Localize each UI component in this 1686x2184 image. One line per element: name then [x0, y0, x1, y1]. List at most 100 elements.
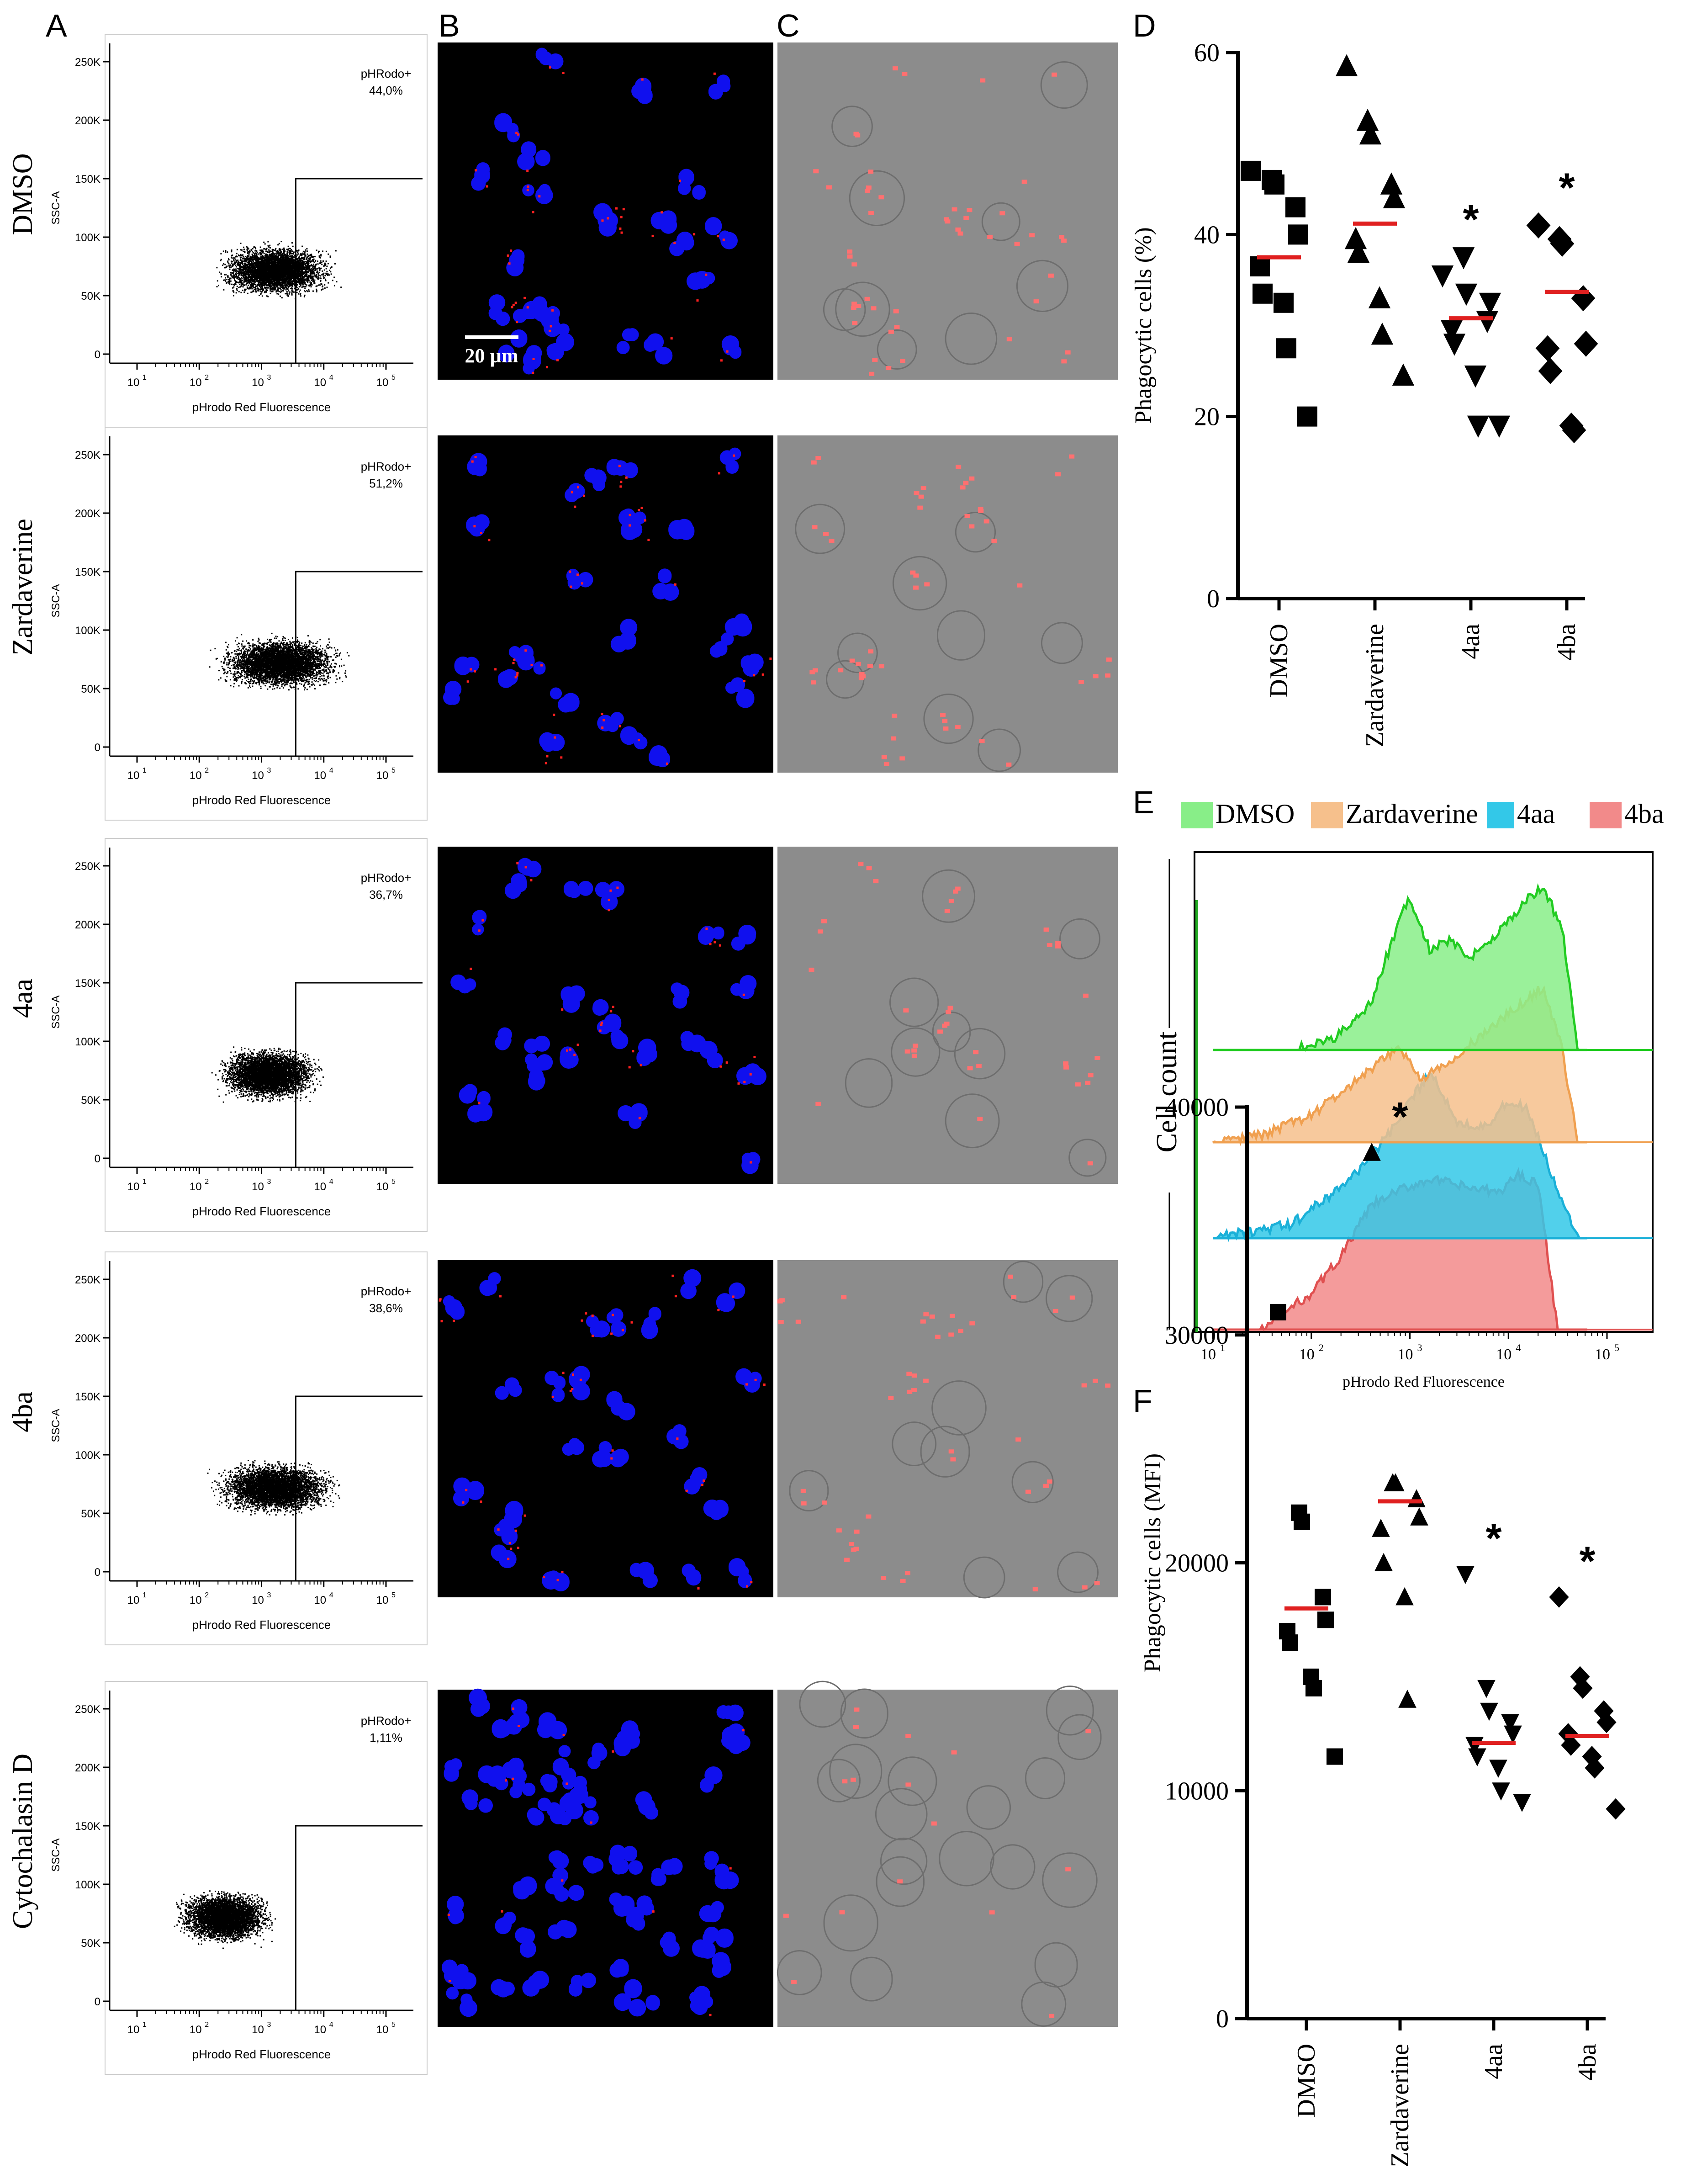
flow-x-tick-label: 10 [190, 2024, 202, 2036]
data-point [1513, 1794, 1531, 1812]
flow-gate-percentage: 44,0% [369, 84, 403, 97]
panel-letter-f: F [1133, 1383, 1152, 1419]
data-point [1347, 240, 1370, 263]
flow-x-tick-label: 10 [314, 1181, 326, 1193]
flow-x-tick-exponent: 2 [205, 1178, 209, 1186]
data-point [1488, 415, 1511, 438]
flow-y-tick-label: 150K [75, 977, 100, 990]
flow-y-tick-label: 200K [75, 919, 100, 931]
data-point [1596, 1712, 1617, 1733]
nuclei-stain [443, 447, 764, 768]
flow-y-tick-label: 0 [95, 1566, 100, 1579]
flow-x-tick-exponent: 3 [267, 2021, 271, 2029]
data-point [1456, 1566, 1475, 1585]
flow-scatter-dots [211, 1046, 324, 1103]
data-point [1526, 212, 1551, 239]
data-point [1274, 292, 1294, 313]
data-point [1535, 335, 1560, 361]
flow-x-tick-exponent: 1 [143, 2021, 147, 2029]
x-tick-label: 10 [1299, 1346, 1315, 1363]
y-axis-label: Phagocytic cells (%) [1131, 227, 1157, 424]
brightfield-image [777, 435, 1118, 773]
flow-scatter-dots [209, 632, 350, 691]
flow-x-tick-label: 10 [127, 769, 140, 782]
flow-scatter-dots [207, 1460, 340, 1516]
data-point [1294, 1513, 1310, 1530]
data-point [1455, 283, 1478, 306]
brightfield-image [777, 42, 1118, 380]
flow-x-axis-label: pHrodo Red Fluorescence [192, 400, 331, 414]
data-point [1464, 366, 1487, 388]
data-point [1395, 1587, 1414, 1606]
flow-y-tick-label: 100K [75, 625, 100, 637]
nuclei-stain [441, 1688, 751, 2017]
flow-x-tick-label: 10 [376, 376, 389, 389]
flow-x-tick-label: 10 [252, 1181, 264, 1193]
y-tick-label: 10000 [1165, 1777, 1229, 1805]
brightfield-image [777, 1260, 1118, 1597]
flow-x-tick-exponent: 5 [391, 767, 396, 774]
x-tick-label: 10 [1496, 1346, 1512, 1363]
flow-gate-percentage: 36,7% [369, 888, 403, 901]
data-point [1538, 358, 1563, 384]
data-point [1443, 334, 1466, 356]
y-tick-label: 30000 [1165, 1321, 1229, 1350]
data-point [1288, 224, 1308, 245]
x-tick-exponent: 1 [1220, 1342, 1225, 1353]
data-point [1392, 363, 1415, 386]
flow-x-tick-exponent: 5 [391, 1178, 396, 1186]
flow-x-tick-exponent: 4 [329, 1591, 333, 1599]
data-point [1380, 172, 1403, 195]
data-point [1549, 1586, 1569, 1608]
flow-y-tick-label: 150K [75, 1391, 100, 1403]
microscopy-row [438, 847, 1118, 1184]
y-tick-label: 0 [1216, 2005, 1229, 2033]
flow-x-tick-exponent: 5 [391, 2021, 396, 2029]
legend-label: 4ba [1624, 799, 1664, 829]
panel-letter-c: C [777, 8, 800, 43]
brightfield-cell-outlines [823, 61, 1088, 370]
significance-marker: * [1559, 165, 1575, 211]
y-tick-label: 0 [1207, 585, 1220, 613]
flow-x-tick-label: 10 [190, 1594, 202, 1606]
flow-x-tick-label: 10 [376, 769, 389, 782]
flow-x-tick-exponent: 2 [205, 374, 209, 382]
flow-plot-frame [105, 838, 428, 1232]
flow-x-tick-exponent: 4 [329, 2021, 333, 2029]
brightfield-image [777, 847, 1118, 1184]
flow-gate-box [295, 982, 423, 1167]
flow-gate-box [295, 1825, 423, 2010]
flow-gate-percentage: 1,11% [370, 1731, 402, 1744]
flow-plot: Cytochalasin D 0 50K 100K 150K 200K 250K SSC-A 1… [7, 1681, 428, 2075]
flow-x-tick-label: 10 [252, 769, 264, 782]
flow-x-tick-exponent: 1 [143, 1591, 147, 1599]
x-tick-label: 10 [1398, 1346, 1413, 1363]
flow-plot-frame [105, 1681, 428, 2075]
flow-y-tick-label: 200K [75, 115, 100, 127]
nuclei-stain [443, 1269, 762, 1591]
flow-x-tick-label: 10 [314, 769, 326, 782]
y-tick-label: 40000 [1165, 1093, 1229, 1122]
flow-y-tick-label: 50K [81, 290, 100, 302]
flow-scatter-dots [174, 1890, 276, 1949]
data-point [1315, 1589, 1331, 1606]
flow-gate-box [295, 178, 423, 363]
data-point [1372, 1519, 1390, 1537]
flow-gate-box [295, 571, 423, 756]
flow-y-tick-label: 0 [95, 742, 100, 754]
x-tick-exponent: 4 [1516, 1342, 1521, 1353]
data-point [1241, 160, 1261, 181]
data-point [1501, 1714, 1519, 1733]
panel-letter-d: D [1133, 8, 1156, 43]
flow-gate-label: pHRodo+ [361, 871, 412, 885]
data-point [1317, 1611, 1334, 1628]
significance-marker: * [1463, 197, 1479, 243]
flow-x-tick-exponent: 4 [329, 374, 333, 382]
x-axis-label: pHrodo Red Fluorescence [1342, 1373, 1505, 1390]
flow-x-tick-label: 10 [252, 376, 264, 389]
panel-letter-a: A [46, 8, 67, 43]
flow-y-tick-label: 150K [75, 1820, 100, 1833]
x-tick-label: 10 [1595, 1346, 1610, 1363]
data-point [1344, 227, 1367, 249]
